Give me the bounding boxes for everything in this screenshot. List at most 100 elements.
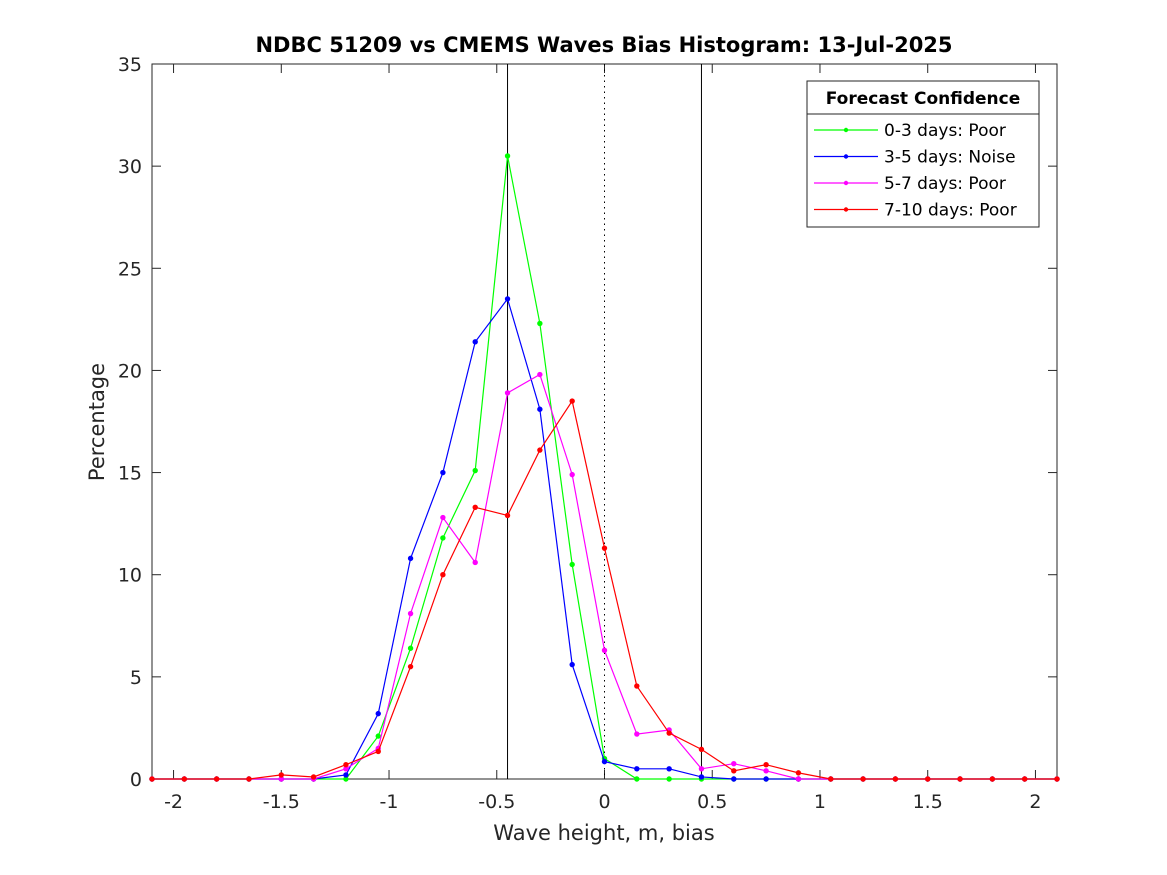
x-axis-title: Wave height, m, bias xyxy=(493,821,714,845)
data-point xyxy=(343,772,349,778)
legend-marker xyxy=(843,207,849,212)
data-point xyxy=(666,776,672,782)
data-point xyxy=(795,770,802,776)
data-point xyxy=(569,471,575,478)
y-tick-label: 20 xyxy=(118,360,142,382)
y-tick-label: 30 xyxy=(118,156,142,178)
x-tick-label: -2 xyxy=(164,791,183,813)
data-point xyxy=(601,545,608,551)
data-point xyxy=(1021,776,1028,782)
data-point xyxy=(666,766,672,772)
data-point xyxy=(375,710,381,717)
data-point xyxy=(213,776,220,782)
y-tick-label: 5 xyxy=(130,667,142,689)
data-point xyxy=(989,776,996,782)
x-tick-label: 0 xyxy=(598,791,610,813)
x-tick-label: 2 xyxy=(1029,791,1041,813)
data-point xyxy=(407,663,414,670)
data-point xyxy=(731,768,737,774)
data-point xyxy=(440,535,446,541)
legend: Forecast Confidence 0-3 days: Poor 3-5 da… xyxy=(806,80,1040,228)
x-tick-label: -1.5 xyxy=(263,791,300,813)
legend-entry-label: 0-3 days: Poor xyxy=(884,121,1006,141)
data-point xyxy=(828,776,834,782)
x-tick-label: 1 xyxy=(814,791,826,813)
data-point xyxy=(666,730,672,736)
legend-marker xyxy=(843,180,849,186)
data-point xyxy=(440,514,446,521)
data-point xyxy=(343,762,349,768)
data-point xyxy=(731,760,737,767)
data-point xyxy=(569,398,575,404)
data-point xyxy=(375,748,381,755)
y-axis-title: Percentage xyxy=(85,363,109,481)
data-point xyxy=(149,776,155,782)
data-point xyxy=(634,766,640,772)
data-point xyxy=(504,153,511,159)
data-point xyxy=(731,776,737,782)
data-point xyxy=(504,512,511,519)
data-point xyxy=(440,572,446,578)
chart-title: NDBC 51209 vs CMEMS Waves Bias Histogram… xyxy=(255,33,952,57)
data-point xyxy=(1054,776,1060,782)
data-point xyxy=(472,559,478,566)
data-point xyxy=(634,683,640,689)
y-tick-label: 35 xyxy=(118,54,142,76)
data-point xyxy=(698,746,705,753)
data-point xyxy=(763,768,769,774)
legend-box xyxy=(806,80,1040,228)
data-point xyxy=(698,766,705,772)
data-point xyxy=(957,776,963,782)
data-point xyxy=(892,776,899,782)
data-point xyxy=(278,772,284,778)
legend-entries: 0-3 days: Poor 3-5 days: Noise 5-7 days: P… xyxy=(814,121,1017,221)
data-point xyxy=(440,469,446,476)
data-point xyxy=(310,774,317,780)
legend-entry-label: 7-10 days: Poor xyxy=(884,201,1017,221)
data-point xyxy=(925,776,931,782)
data-point xyxy=(698,774,705,780)
data-point xyxy=(763,762,769,768)
legend-entry-label: 3-5 days: Noise xyxy=(884,148,1016,168)
data-point xyxy=(472,467,478,474)
data-point xyxy=(375,733,381,739)
data-point xyxy=(763,776,769,782)
data-point xyxy=(601,647,608,653)
y-tick-label: 10 xyxy=(118,565,142,587)
y-tick-label: 0 xyxy=(130,769,142,791)
data-point xyxy=(504,390,511,396)
series-4 xyxy=(149,398,1060,782)
legend-title: Forecast Confidence xyxy=(826,89,1021,109)
data-point xyxy=(537,320,543,327)
data-point xyxy=(569,561,575,568)
data-point xyxy=(537,406,543,412)
data-point xyxy=(407,555,414,562)
data-point xyxy=(569,661,575,668)
data-point xyxy=(634,731,640,737)
legend-marker xyxy=(843,154,849,159)
data-point xyxy=(634,776,640,782)
legend-marker xyxy=(843,127,849,133)
data-point xyxy=(472,504,478,510)
x-tick-label: 1.5 xyxy=(913,791,943,813)
data-point xyxy=(537,371,543,378)
data-point xyxy=(472,339,478,345)
data-point xyxy=(601,758,608,765)
data-point xyxy=(246,776,252,782)
data-point xyxy=(795,776,802,782)
data-point xyxy=(504,296,511,302)
data-point xyxy=(407,645,414,651)
data-point xyxy=(181,776,188,782)
data-point xyxy=(407,610,414,617)
x-tick-label: 0.5 xyxy=(697,791,727,813)
legend-entry-label: 5-7 days: Poor xyxy=(884,174,1006,194)
y-tick-label: 15 xyxy=(118,463,142,485)
y-tick-label: 25 xyxy=(118,258,142,280)
x-tick-label: -1 xyxy=(380,791,399,813)
x-tick-label: -0.5 xyxy=(478,791,515,813)
data-point xyxy=(860,776,866,782)
data-point xyxy=(537,447,543,453)
